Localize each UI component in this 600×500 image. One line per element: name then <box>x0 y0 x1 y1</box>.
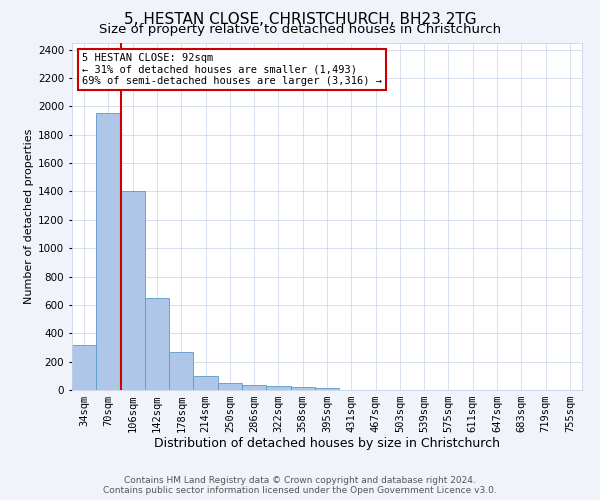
Y-axis label: Number of detached properties: Number of detached properties <box>24 128 34 304</box>
Bar <box>193 376 218 390</box>
Bar <box>290 387 315 390</box>
Bar <box>169 352 193 390</box>
Bar <box>266 386 290 390</box>
Text: Contains HM Land Registry data © Crown copyright and database right 2024.
Contai: Contains HM Land Registry data © Crown c… <box>103 476 497 495</box>
Text: Size of property relative to detached houses in Christchurch: Size of property relative to detached ho… <box>99 22 501 36</box>
Bar <box>121 192 145 390</box>
Text: 5, HESTAN CLOSE, CHRISTCHURCH, BH23 2TG: 5, HESTAN CLOSE, CHRISTCHURCH, BH23 2TG <box>124 12 476 28</box>
Bar <box>145 298 169 390</box>
Bar <box>72 344 96 390</box>
Bar <box>218 383 242 390</box>
Text: 5 HESTAN CLOSE: 92sqm
← 31% of detached houses are smaller (1,493)
69% of semi-d: 5 HESTAN CLOSE: 92sqm ← 31% of detached … <box>82 53 382 86</box>
Bar <box>315 388 339 390</box>
X-axis label: Distribution of detached houses by size in Christchurch: Distribution of detached houses by size … <box>154 436 500 450</box>
Bar <box>96 114 121 390</box>
Bar <box>242 385 266 390</box>
